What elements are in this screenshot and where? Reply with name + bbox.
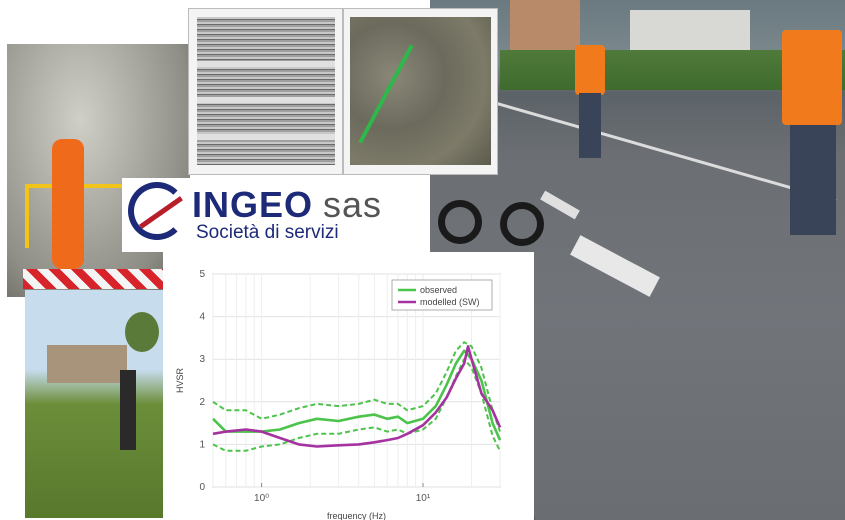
radargram-window [188, 8, 343, 175]
legend-box [391, 279, 493, 311]
gpr-cart [430, 178, 548, 248]
aerial-map-window [343, 8, 498, 175]
y-tick-label: 0 [199, 482, 205, 493]
hvsr-chart-svg: 0 1 2 3 4 5 10⁰ 10¹ frequency (Hz) HVSR observed mo… [175, 269, 502, 520]
y-tick-label: 1 [199, 439, 205, 450]
company-name: INGEO sas [192, 184, 383, 225]
worker [782, 25, 842, 240]
lift-railing [25, 184, 190, 248]
aerial-image [350, 17, 491, 165]
worker [52, 139, 84, 269]
y-tick-label: 2 [199, 397, 205, 408]
company-suffix: sas [323, 184, 383, 225]
hvsr-chart: 0 1 2 3 4 5 10⁰ 10¹ frequency (Hz) HVSR observed mo… [163, 252, 534, 520]
y-tick-label: 3 [199, 354, 205, 365]
tunnel-inspection-photo [7, 44, 190, 297]
y-tick-label: 5 [199, 269, 205, 280]
legend-label: modelled (SW) [420, 297, 480, 307]
series-line-observed-bound [212, 358, 501, 452]
x-axis-label: frequency (Hz) [327, 511, 386, 520]
road-marking [570, 235, 660, 297]
radargram-image [197, 17, 335, 165]
logo-mark-icon [128, 182, 186, 240]
radargram-band [197, 61, 335, 67]
series-line-observed-bound [212, 341, 501, 432]
y-tick-label: 4 [199, 312, 205, 323]
company-logo: INGEO sas Società di servizi [122, 178, 427, 252]
series-line-observed [212, 349, 502, 441]
series-line-modelled [212, 345, 502, 448]
building [630, 10, 750, 55]
company-tagline: Società di servizi [196, 222, 339, 243]
surveyor [120, 370, 136, 450]
radargram-band [197, 97, 335, 103]
legend-label: observed [420, 285, 457, 295]
ruins [47, 345, 127, 383]
tree [125, 312, 159, 352]
worker [575, 35, 605, 160]
radargram-band [197, 134, 335, 140]
x-tick-label: 10⁰ [254, 493, 269, 504]
lift-platform [23, 269, 190, 289]
x-tick-label: 10¹ [416, 493, 431, 504]
y-axis-label: HVSR [175, 368, 185, 394]
field-survey-photo [25, 290, 165, 518]
